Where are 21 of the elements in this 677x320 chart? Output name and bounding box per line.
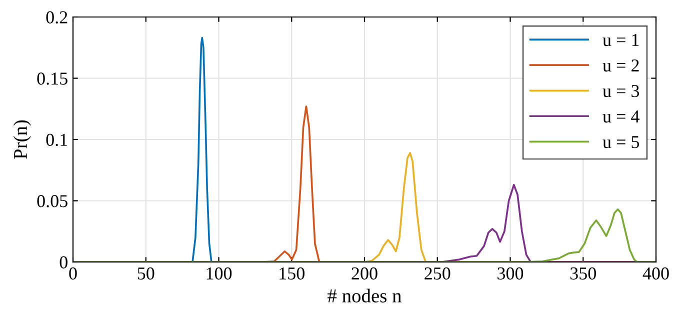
legend-label: u = 2 bbox=[602, 59, 639, 72]
y-tick-label: 0.15 bbox=[37, 72, 68, 85]
legend-label: u = 5 bbox=[602, 136, 640, 148]
y-tick-label: 0.1 bbox=[46, 134, 68, 146]
legend-label: u = 1 bbox=[602, 34, 639, 46]
x-axis-title: # nodes n bbox=[328, 288, 402, 302]
x-tick-label: 350 bbox=[570, 267, 596, 280]
x-tick-label: 300 bbox=[498, 267, 524, 280]
x-tick-label: 400 bbox=[642, 267, 669, 280]
legend-label: u = 4 bbox=[602, 110, 640, 123]
legend-label: u = 3 bbox=[602, 84, 640, 98]
y-tick-label: 0 bbox=[60, 256, 68, 268]
x-tick-label: 150 bbox=[280, 267, 304, 280]
y-tick-label: 0.2 bbox=[46, 11, 68, 24]
x-tick-label: 0 bbox=[69, 267, 77, 280]
x-tick-label: 200 bbox=[352, 267, 378, 280]
x-tick-label: 250 bbox=[424, 267, 450, 280]
y-axis-title: Pr(n) bbox=[13, 120, 31, 159]
x-tick-label: 50 bbox=[138, 267, 154, 280]
x-tick-label: 100 bbox=[206, 267, 232, 280]
y-tick-label: 0.05 bbox=[37, 195, 68, 208]
